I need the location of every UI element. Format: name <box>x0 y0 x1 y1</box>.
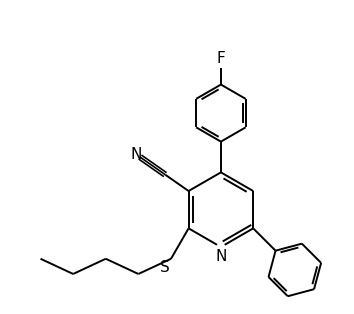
Text: S: S <box>160 260 170 275</box>
Text: N: N <box>215 249 227 264</box>
Text: F: F <box>217 51 225 66</box>
Text: N: N <box>130 147 141 161</box>
